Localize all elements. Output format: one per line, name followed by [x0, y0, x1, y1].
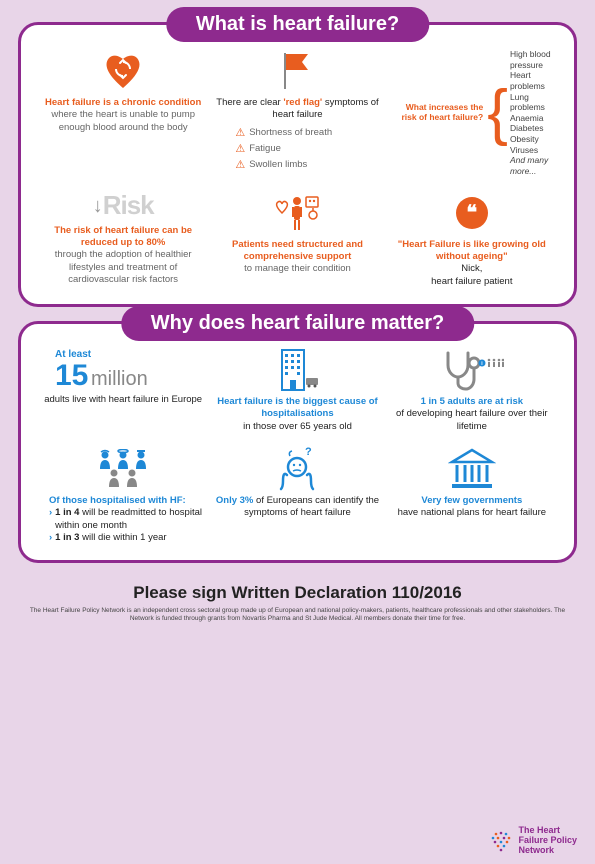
risk-label: What increases the risk of heart failure…	[390, 103, 486, 123]
sym1: Shortness of breath	[249, 127, 332, 139]
quote-sub: heart failure patient	[431, 276, 512, 287]
government-icon	[390, 447, 554, 491]
c4-bold: The risk of heart failure can be reduced…	[54, 225, 192, 248]
hospital-icon	[215, 348, 379, 392]
section1-grid: Heart failure is a chronic conditionwher…	[41, 49, 554, 288]
sym2: Fatigue	[249, 143, 281, 155]
million: million	[91, 368, 148, 390]
quote-icon: ❝	[390, 191, 554, 235]
l2b: will die within 1 year	[79, 532, 166, 543]
patients-icon	[215, 191, 379, 235]
heart-icon	[41, 49, 205, 93]
section2-title: Why does heart failure matter?	[121, 306, 474, 341]
cell-governments: Very few governmentshave national plans …	[390, 447, 554, 544]
logo3: Network	[518, 846, 577, 856]
ri4: Anaemia	[510, 113, 554, 124]
section1-title: What is heart failure?	[166, 7, 429, 42]
cell-hospitalised: Of those hospitalised with HF: ›1 in 4 w…	[41, 447, 205, 544]
c4-text: through the adoption of healthier lifest…	[55, 249, 192, 285]
logo-heart-icon	[488, 828, 514, 854]
risk-word: Risk	[103, 194, 154, 217]
c4-bold: Of those hospitalised with HF:	[49, 495, 205, 507]
cell-support: Patients need structured and comprehensi…	[215, 191, 379, 288]
l1a: 1 in 4	[55, 507, 79, 518]
ri1: High blood pressure	[510, 49, 554, 70]
c5-bold: Only 3%	[216, 495, 254, 506]
c3-bold: 1 in 5 adults are at risk	[421, 396, 523, 407]
c5-bold: Patients need structured and comprehensi…	[232, 239, 363, 262]
risk-icon: ↓Risk	[41, 191, 205, 221]
cell-red-flag: There are clear 'red flag' symptoms of h…	[215, 49, 379, 177]
l2a: 1 in 3	[55, 532, 79, 543]
warning-icon: ⚠	[235, 126, 245, 140]
section-why-matter: Why does heart failure matter? At least …	[18, 321, 577, 563]
flag-icon	[215, 49, 379, 93]
cell-chronic: Heart failure is a chronic conditionwher…	[41, 49, 205, 177]
svg-text:?: ?	[305, 447, 312, 458]
logo2: Failure Policy	[518, 836, 577, 846]
c6-text: have national plans for heart failure	[398, 507, 546, 518]
c1text: adults live with heart failure in Europe	[44, 394, 202, 405]
c2-bold: Heart failure is the biggest cause of ho…	[217, 396, 378, 419]
bracket-icon: {	[487, 85, 508, 141]
c1-text: where the heart is unable to pump enough…	[51, 109, 195, 132]
c1-bold: Heart failure is a chronic condition	[45, 97, 201, 108]
c5-text: of Europeans can identify the symptoms o…	[244, 495, 379, 518]
c6-bold: Very few governments	[421, 495, 522, 506]
ri5: Diabetes	[510, 123, 554, 134]
ri6: Obesity	[510, 134, 554, 145]
quote-name: Nick,	[461, 263, 482, 274]
ri2: Heart problems	[510, 70, 554, 91]
num15: 15	[55, 359, 88, 392]
cell-quote: ❝ "Heart Failure is like growing old wit…	[390, 191, 554, 288]
cell-risk-reduced: ↓Risk The risk of heart failure can be r…	[41, 191, 205, 288]
c2-bold: 'red flag'	[283, 97, 322, 108]
cell-1in5: i 1 in 5 adults are at riskof developing…	[390, 348, 554, 433]
c5-text: to manage their condition	[244, 263, 351, 274]
ri3: Lung problems	[510, 92, 554, 113]
c3-text: of developing heart failure over their l…	[396, 408, 548, 431]
cell-15million: At least 15 million adults live with hea…	[41, 348, 205, 433]
sym3: Swollen limbs	[249, 159, 307, 171]
cell-3percent: ? Only 3% of Europeans can identify the …	[215, 447, 379, 544]
cell-hospital: Heart failure is the biggest cause of ho…	[215, 348, 379, 433]
symptom-list: ⚠ Shortness of breath ⚠ Fatigue ⚠ Swollen l…	[235, 126, 379, 173]
warning-icon: ⚠	[235, 158, 245, 172]
confused-icon: ?	[215, 447, 379, 491]
people-group-icon	[41, 447, 205, 491]
section2-grid: At least 15 million adults live with hea…	[41, 348, 554, 544]
quote-text: "Heart Failure is like growing old witho…	[398, 239, 546, 262]
cell-risk-factors: What increases the risk of heart failure…	[390, 49, 554, 177]
hf-list: ›1 in 4 will be readmitted to hospital w…	[49, 507, 205, 544]
footer: Please sign Written Declaration 110/2016…	[0, 577, 595, 633]
logo: The Heart Failure Policy Network	[488, 826, 577, 856]
section-what-is: What is heart failure? Heart failure is …	[18, 22, 577, 307]
warning-icon: ⚠	[235, 142, 245, 156]
c2-text: in those over 65 years old	[243, 421, 352, 432]
stethoscope-icon: i	[390, 348, 554, 392]
ri7: Viruses	[510, 145, 554, 156]
ri8: And many more...	[510, 155, 554, 176]
footer-title: Please sign Written Declaration 110/2016	[18, 583, 577, 603]
risk-items: High blood pressure Heart problems Lung …	[510, 49, 554, 177]
c2-pre: There are clear	[216, 97, 283, 108]
logo-text: The Heart Failure Policy Network	[518, 826, 577, 856]
footer-text: The Heart Failure Policy Network is an i…	[18, 607, 577, 623]
